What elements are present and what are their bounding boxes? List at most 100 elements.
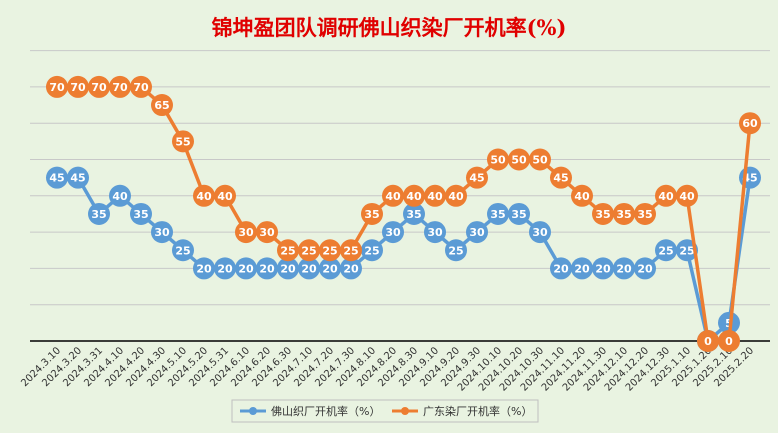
legend: 佛山织厂开机率（%） 广东染厂开机率（%） (231, 399, 539, 423)
legend-item: 广东染厂开机率（%） (392, 404, 532, 418)
data-label: 35 (364, 208, 379, 221)
data-label: 35 (91, 208, 106, 221)
data-point (634, 202, 656, 225)
data-point (193, 184, 215, 207)
data-label: 45 (469, 172, 484, 185)
data-point (613, 257, 635, 280)
data-label: 35 (133, 208, 148, 221)
series-2: 70 70 70 70 70 65 55 40 40 30 30 25 25 25 25 35 40 40 40 40… (46, 75, 761, 352)
data-point (718, 330, 740, 352)
data-point (403, 184, 425, 207)
data-label: 30 (154, 226, 170, 239)
data-label: 20 (637, 262, 653, 275)
data-point (67, 75, 89, 98)
data-label: 20 (301, 262, 317, 275)
data-label: 40 (679, 190, 695, 203)
data-label: 30 (385, 226, 401, 239)
data-label: 45 (553, 172, 568, 185)
data-point (382, 184, 404, 207)
data-label: 20 (595, 262, 611, 275)
data-point (445, 184, 467, 207)
data-point (550, 166, 572, 189)
chart-title: 锦坤盈团队调研佛山织染厂开机率(%) (212, 15, 567, 40)
data-point (487, 148, 509, 171)
data-point (256, 221, 278, 244)
data-label: 20 (616, 262, 632, 275)
data-point (592, 257, 614, 280)
legend-swatch-marker (249, 407, 257, 415)
data-point (340, 239, 362, 262)
legend-item: 佛山织厂开机率（%） (240, 404, 380, 418)
data-point (613, 202, 635, 225)
data-label: 40 (196, 190, 212, 203)
data-label: 25 (658, 244, 673, 257)
data-point (298, 239, 320, 262)
data-point (130, 75, 152, 98)
data-point (235, 257, 257, 280)
data-label: 20 (196, 262, 212, 275)
data-label: 20 (280, 262, 296, 275)
data-point (529, 221, 551, 244)
data-point (340, 257, 362, 280)
data-label: 25 (322, 244, 337, 257)
data-label: 20 (238, 262, 254, 275)
data-label: 25 (364, 244, 379, 257)
data-label: 65 (154, 99, 169, 112)
data-point (382, 221, 404, 244)
data-point (655, 184, 677, 207)
data-label: 30 (532, 226, 548, 239)
data-point (277, 239, 299, 262)
data-label: 25 (280, 244, 295, 257)
data-label: 50 (532, 154, 548, 167)
data-label: 40 (448, 190, 464, 203)
data-point (172, 130, 194, 153)
data-point (571, 184, 593, 207)
data-point (466, 221, 488, 244)
data-label: 40 (385, 190, 401, 203)
data-point (46, 166, 68, 189)
data-label: 40 (112, 190, 128, 203)
data-point (151, 94, 173, 117)
data-label: 70 (70, 81, 86, 94)
data-label: 20 (574, 262, 590, 275)
data-point (298, 257, 320, 280)
data-point (88, 75, 110, 98)
data-label: 40 (658, 190, 674, 203)
data-label: 35 (406, 208, 421, 221)
data-label: 40 (574, 190, 590, 203)
data-label: 70 (49, 81, 65, 94)
data-label: 35 (490, 208, 505, 221)
data-point (487, 202, 509, 225)
data-label: 35 (637, 208, 652, 221)
data-label: 20 (217, 262, 233, 275)
data-point (508, 148, 530, 171)
data-label: 45 (49, 172, 64, 185)
data-label: 60 (742, 117, 758, 130)
legend-box (231, 399, 539, 423)
data-point (361, 202, 383, 225)
data-point (130, 202, 152, 225)
data-point (46, 75, 68, 98)
data-label: 70 (133, 81, 149, 94)
data-label: 0 (704, 335, 712, 348)
data-point (697, 330, 719, 352)
data-point (655, 239, 677, 262)
data-label: 55 (175, 135, 190, 148)
data-point (361, 239, 383, 262)
data-point (214, 257, 236, 280)
data-label: 50 (511, 154, 527, 167)
legend-label: 佛山织厂开机率（%） (271, 404, 380, 418)
data-label: 20 (343, 262, 359, 275)
data-label: 35 (511, 208, 526, 221)
data-point (235, 221, 257, 244)
data-point (172, 239, 194, 262)
data-label: 25 (679, 244, 694, 257)
data-point (445, 239, 467, 262)
data-point (403, 202, 425, 225)
data-label: 25 (343, 244, 358, 257)
data-point (319, 257, 341, 280)
data-point (88, 202, 110, 225)
data-point (67, 166, 89, 189)
data-label: 70 (112, 81, 128, 94)
